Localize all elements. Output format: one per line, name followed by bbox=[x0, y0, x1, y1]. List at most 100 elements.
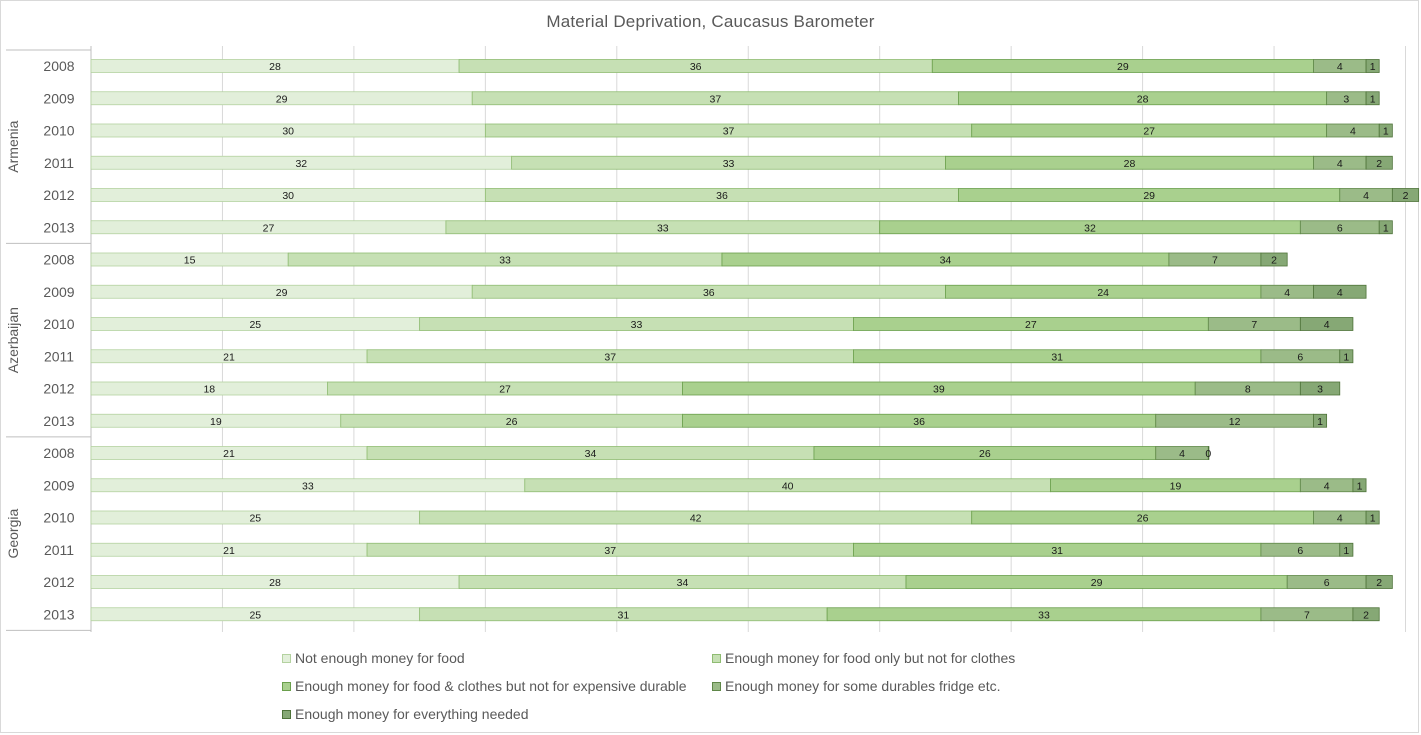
bar-segment bbox=[1299, 381, 1341, 396]
group-label: Armenia bbox=[5, 120, 21, 172]
data-label: 36 bbox=[913, 416, 925, 428]
data-label: 37 bbox=[723, 126, 735, 138]
data-label: 28 bbox=[1124, 158, 1136, 170]
data-label: 1 bbox=[1383, 222, 1389, 234]
data-label: 1 bbox=[1343, 351, 1349, 363]
data-label: 37 bbox=[604, 351, 616, 363]
bar-segment bbox=[1352, 478, 1367, 493]
data-label: 33 bbox=[302, 480, 314, 492]
data-label: 33 bbox=[723, 158, 735, 170]
data-label: 28 bbox=[269, 577, 281, 589]
data-label: 36 bbox=[703, 287, 715, 299]
year-tick-label: 2009 bbox=[43, 90, 74, 106]
year-tick-label: 2013 bbox=[43, 413, 74, 429]
data-label: 31 bbox=[618, 609, 630, 621]
data-label: 3 bbox=[1317, 384, 1323, 396]
data-label: 36 bbox=[716, 190, 728, 202]
data-label: 32 bbox=[295, 158, 307, 170]
data-label: 42 bbox=[690, 513, 702, 525]
legend-label: Enough money for food & clothes but not … bbox=[295, 678, 687, 694]
bar-segment bbox=[1378, 123, 1393, 138]
data-label: 34 bbox=[940, 255, 952, 267]
data-label: 37 bbox=[710, 93, 722, 105]
data-label: 31 bbox=[1051, 545, 1063, 557]
year-tick-label: 2012 bbox=[43, 574, 74, 590]
data-label: 1 bbox=[1383, 126, 1389, 138]
data-label: 30 bbox=[282, 190, 294, 202]
data-label: 4 bbox=[1337, 61, 1343, 73]
legend-item: Enough money for everything needed bbox=[282, 706, 529, 722]
data-label: 29 bbox=[1143, 190, 1155, 202]
legend-item: Enough money for some durables fridge et… bbox=[712, 678, 1001, 694]
data-label: 4 bbox=[1324, 480, 1330, 492]
data-label: 26 bbox=[979, 448, 991, 460]
data-label: 8 bbox=[1245, 384, 1251, 396]
year-tick-label: 2010 bbox=[43, 316, 74, 332]
bar-segment bbox=[1339, 349, 1354, 364]
data-label: 1 bbox=[1370, 513, 1376, 525]
legend-label: Enough money for food only but not for c… bbox=[725, 650, 1016, 666]
year-tick-label: 2009 bbox=[43, 284, 74, 300]
data-label: 25 bbox=[249, 609, 261, 621]
data-label: 31 bbox=[1051, 351, 1063, 363]
data-label: 4 bbox=[1324, 319, 1330, 331]
legend-label: Enough money for everything needed bbox=[295, 706, 529, 722]
data-label: 27 bbox=[499, 384, 511, 396]
data-label: 33 bbox=[1038, 609, 1050, 621]
data-label: 4 bbox=[1284, 287, 1290, 299]
legend-item: Not enough money for food bbox=[282, 650, 465, 666]
bar-segment bbox=[1365, 155, 1393, 170]
data-label: 34 bbox=[585, 448, 597, 460]
data-label: 32 bbox=[1084, 222, 1096, 234]
data-label: 0 bbox=[1205, 448, 1211, 460]
data-label: 40 bbox=[782, 480, 794, 492]
data-label: 33 bbox=[631, 319, 643, 331]
data-label: 28 bbox=[269, 61, 281, 73]
data-label: 37 bbox=[604, 545, 616, 557]
data-label: 25 bbox=[249, 513, 261, 525]
data-label: 15 bbox=[184, 255, 196, 267]
legend-label: Enough money for some durables fridge et… bbox=[725, 678, 1001, 694]
legend-swatch bbox=[712, 681, 721, 691]
data-label: 21 bbox=[223, 351, 235, 363]
data-label: 2 bbox=[1403, 190, 1409, 202]
year-tick-label: 2010 bbox=[43, 123, 74, 139]
data-label: 4 bbox=[1337, 287, 1343, 299]
data-label: 26 bbox=[1137, 513, 1149, 525]
group-label: Georgia bbox=[5, 509, 21, 559]
group-label: Azerbaijan bbox=[5, 307, 21, 373]
legend-swatch bbox=[712, 653, 721, 663]
legend-item: Enough money for food & clothes but not … bbox=[282, 678, 686, 694]
year-tick-label: 2012 bbox=[43, 381, 74, 397]
data-label: 7 bbox=[1212, 255, 1218, 267]
data-label: 6 bbox=[1324, 577, 1330, 589]
bar-segment bbox=[1313, 413, 1328, 428]
bar-segment bbox=[1365, 510, 1380, 525]
legend-swatch bbox=[282, 653, 291, 663]
bar-segment bbox=[1299, 317, 1354, 331]
year-tick-label: 2012 bbox=[43, 187, 74, 203]
year-tick-label: 2008 bbox=[43, 445, 74, 461]
data-label: 33 bbox=[499, 255, 511, 267]
year-tick-label: 2011 bbox=[44, 155, 74, 171]
year-tick-label: 2008 bbox=[43, 58, 74, 74]
bar-segment bbox=[1365, 59, 1380, 73]
data-label: 1 bbox=[1370, 61, 1376, 73]
data-label: 33 bbox=[657, 222, 669, 234]
data-label: 30 bbox=[282, 126, 294, 138]
bar-segment bbox=[1207, 446, 1210, 460]
data-label: 6 bbox=[1297, 545, 1303, 557]
legend-item: Enough money for food only but not for c… bbox=[712, 650, 1015, 666]
data-label: 34 bbox=[677, 577, 689, 589]
data-label: 1 bbox=[1317, 416, 1323, 428]
data-label: 6 bbox=[1337, 222, 1343, 234]
data-label: 19 bbox=[210, 416, 222, 428]
data-label: 2 bbox=[1363, 609, 1369, 621]
data-label: 26 bbox=[506, 416, 518, 428]
data-label: 1 bbox=[1343, 545, 1349, 557]
year-tick-label: 2011 bbox=[44, 542, 74, 558]
year-tick-label: 2013 bbox=[43, 606, 74, 622]
data-label: 36 bbox=[690, 61, 702, 73]
data-label: 21 bbox=[223, 545, 235, 557]
bar-segment bbox=[1260, 252, 1288, 267]
